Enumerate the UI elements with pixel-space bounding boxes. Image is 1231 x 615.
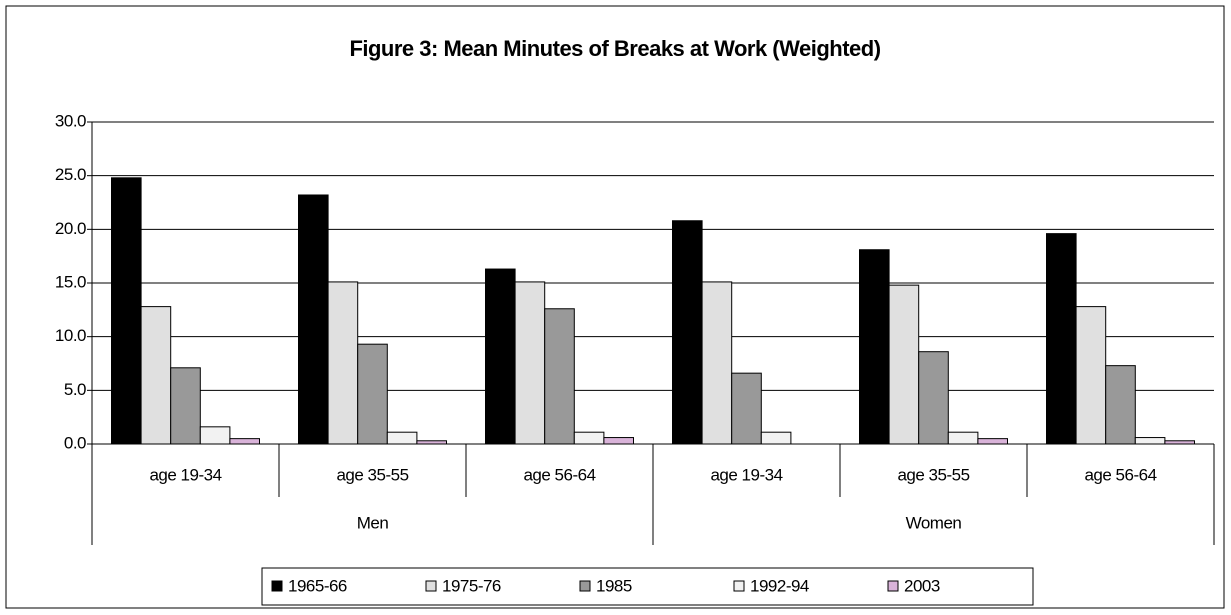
bar xyxy=(918,351,949,445)
bar xyxy=(701,281,733,445)
bar xyxy=(170,367,201,445)
y-tick-label: 10.0 xyxy=(55,326,86,345)
group-label: Men xyxy=(357,513,389,532)
legend-box xyxy=(261,567,1034,606)
bar xyxy=(298,194,329,445)
y-tick-label: 30.0 xyxy=(55,111,86,130)
legend-swatch xyxy=(579,580,591,592)
bar xyxy=(1105,365,1136,445)
x-tick-label: age 56-64 xyxy=(1084,465,1156,484)
legend-swatch xyxy=(271,580,283,592)
bar xyxy=(1134,437,1166,445)
y-tick-label: 15.0 xyxy=(55,272,86,291)
legend-label: 1965-66 xyxy=(288,576,347,595)
bar xyxy=(386,431,418,445)
bar xyxy=(199,426,231,445)
legend-swatch xyxy=(733,580,745,592)
bar xyxy=(672,220,703,445)
chart-frame xyxy=(5,5,1225,609)
bar xyxy=(111,177,142,445)
bar xyxy=(544,308,575,445)
bar xyxy=(977,438,1009,445)
y-tick-label: 20.0 xyxy=(55,219,86,238)
bar xyxy=(573,431,605,445)
y-tick-label: 5.0 xyxy=(64,380,86,399)
bar xyxy=(859,249,890,445)
bar xyxy=(140,306,172,445)
legend-label: 2003 xyxy=(904,576,940,595)
legend-label: 1975-76 xyxy=(442,576,501,595)
legend-swatch xyxy=(425,580,437,592)
bar xyxy=(1075,306,1107,445)
bar xyxy=(947,431,979,445)
bar xyxy=(888,284,920,445)
group-label: Women xyxy=(906,513,962,532)
x-tick-label: age 19-34 xyxy=(149,465,221,484)
bar xyxy=(603,437,635,445)
bar xyxy=(731,372,762,445)
bar xyxy=(1046,233,1077,445)
y-tick-label: 25.0 xyxy=(55,165,86,184)
x-tick-label: age 19-34 xyxy=(710,465,782,484)
bar xyxy=(327,281,359,445)
x-tick-label: age 56-64 xyxy=(523,465,595,484)
x-tick-label: age 35-55 xyxy=(897,465,969,484)
bar xyxy=(357,343,388,445)
legend-label: 1985 xyxy=(596,576,632,595)
y-tick-label: 0.0 xyxy=(64,433,86,452)
x-tick-label: age 35-55 xyxy=(336,465,408,484)
chart-title: Figure 3: Mean Minutes of Breaks at Work… xyxy=(349,36,880,61)
bar xyxy=(760,431,792,445)
legend-label: 1992-94 xyxy=(750,576,809,595)
bar xyxy=(485,268,516,445)
bar xyxy=(514,281,546,445)
bar xyxy=(229,438,260,445)
legend-swatch xyxy=(887,580,899,592)
